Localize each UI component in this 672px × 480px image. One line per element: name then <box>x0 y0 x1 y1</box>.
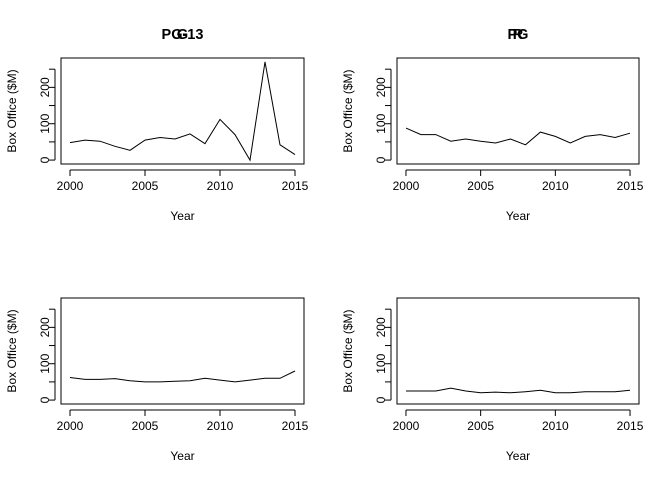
chart-title: G <box>177 27 188 43</box>
series-line <box>406 387 631 394</box>
plot-frame <box>60 57 305 165</box>
x-tick-label: 2005 <box>467 419 494 433</box>
x-tick-label: 2010 <box>542 179 569 193</box>
y-tick-label: 0 <box>38 156 52 163</box>
x-axis-label: Year <box>170 449 194 463</box>
y-tick-label: 200 <box>374 317 388 337</box>
series-line <box>69 61 296 162</box>
x-tick-label: 2010 <box>207 419 234 433</box>
y-tick-label: 100 <box>38 353 52 373</box>
y-tick-label: 200 <box>38 77 52 97</box>
x-axis-label: Year <box>506 449 530 463</box>
y-tick-label: 100 <box>374 113 388 133</box>
y-tick-label: 200 <box>38 317 52 337</box>
x-tick-label: 2005 <box>132 419 159 433</box>
plot-frame <box>60 297 305 405</box>
chart-title: PG-13 <box>162 27 204 43</box>
x-tick-label: 2015 <box>617 179 644 193</box>
y-axis-label: Box Office ($M) <box>5 69 19 152</box>
y-tick-label: 0 <box>374 396 388 403</box>
x-tick-label: 2000 <box>57 179 84 193</box>
y-axis-label: Box Office ($M) <box>341 69 355 152</box>
y-tick-label: 100 <box>38 113 52 133</box>
x-tick-label: 2015 <box>282 419 309 433</box>
x-tick-label: 2015 <box>617 419 644 433</box>
y-tick-label: 100 <box>374 353 388 373</box>
x-tick-label: 2010 <box>207 179 234 193</box>
plot-frame <box>396 297 640 405</box>
y-tick-label: 200 <box>374 77 388 97</box>
y-axis-label: Box Office ($M) <box>341 309 355 392</box>
x-axis-label: Year <box>170 209 194 223</box>
x-tick-label: 2005 <box>467 179 494 193</box>
chart-panel-1: G 0 100 200 2000 2005 2010 2015 Year Box Office (… <box>5 27 309 223</box>
x-tick-label: 2000 <box>57 419 84 433</box>
x-tick-label: 2000 <box>393 179 420 193</box>
y-axis-label: Box Office ($M) <box>5 309 19 392</box>
y-tick-label: 0 <box>38 396 52 403</box>
chart-panel-2: PG 0 100 200 2000 2005 2010 2015 Year Box Office … <box>341 27 644 223</box>
x-axis-label: Year <box>506 209 530 223</box>
chart-title: R <box>513 27 524 43</box>
y-tick-label: 0 <box>374 156 388 163</box>
x-tick-label: 2005 <box>132 179 159 193</box>
x-tick-label: 2000 <box>393 419 420 433</box>
x-tick-label: 2015 <box>282 179 309 193</box>
series-line <box>69 370 296 383</box>
series-line <box>405 127 631 146</box>
plot-frame <box>396 57 640 165</box>
chart-title: PG <box>508 27 529 43</box>
x-tick-label: 2010 <box>542 419 569 433</box>
